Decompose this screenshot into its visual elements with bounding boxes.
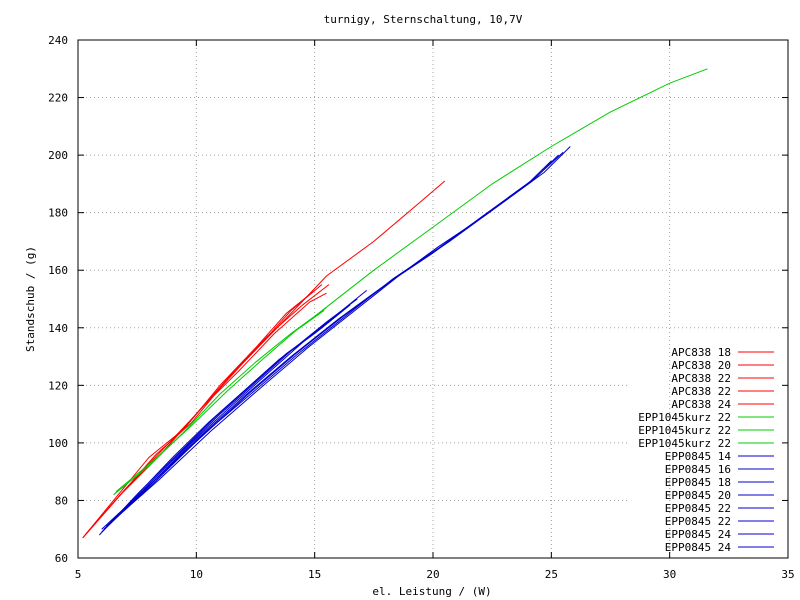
legend-label: EPP0845 16 [665,463,731,476]
chart-title: turnigy, Sternschaltung, 10,7V [324,13,523,26]
series-line [82,180,446,539]
legend-label: EPP0845 18 [665,476,731,489]
y-tick-label: 120 [48,379,68,392]
legend-label: EPP1045kurz 22 [638,424,731,437]
series-line [101,154,559,530]
legend-label: EPP0845 24 [665,528,732,541]
legend-label: EPP1045kurz 22 [638,411,731,424]
x-tick-label: 5 [75,568,82,581]
series-line [103,298,358,530]
series-line [113,307,327,496]
x-tick-label: 25 [545,568,558,581]
y-tick-label: 60 [55,552,68,565]
y-tick-label: 140 [48,322,68,335]
legend-label: APC838 24 [671,398,731,411]
y-axis-label: Standschub / (g) [24,246,37,352]
y-tick-label: 220 [48,92,68,105]
legend-label: EPP0845 14 [665,450,732,463]
legend-label: EPP0845 20 [665,489,731,502]
plot-frame [77,39,789,559]
legend-label: APC838 22 [671,385,731,398]
legend-label: EPP1045kurz 22 [638,437,731,450]
series-line [314,68,708,317]
series-line [84,284,323,536]
data-series [82,68,708,539]
y-tick-label: 240 [48,34,68,47]
grid-lines [78,40,788,558]
legend-label: EPP0845 24 [665,541,732,554]
y-tick-label: 200 [48,149,68,162]
axes: 5 10 15 20 25 30 35 60 80 100 120 140 160 180 200 220 24… [48,34,795,581]
x-tick-label: 20 [426,568,439,581]
legend-label: EPP0845 22 [665,515,731,528]
legend-label: APC838 20 [671,359,731,372]
y-tick-label: 180 [48,207,68,220]
x-tick-label: 15 [308,568,321,581]
x-tick-label: 35 [781,568,794,581]
series-line [87,284,330,533]
legend-label: APC838 18 [671,346,731,359]
series-line [84,292,327,536]
x-tick-label: 10 [190,568,203,581]
legend-label: EPP0845 22 [665,502,731,515]
series-line [115,310,325,493]
y-tick-label: 100 [48,437,68,450]
y-tick-label: 80 [55,494,68,507]
legend-label: APC838 22 [671,372,731,385]
y-tick-label: 160 [48,264,68,277]
x-axis-label: el. Leistung / (W) [372,585,491,598]
x-tick-label: 30 [663,568,676,581]
